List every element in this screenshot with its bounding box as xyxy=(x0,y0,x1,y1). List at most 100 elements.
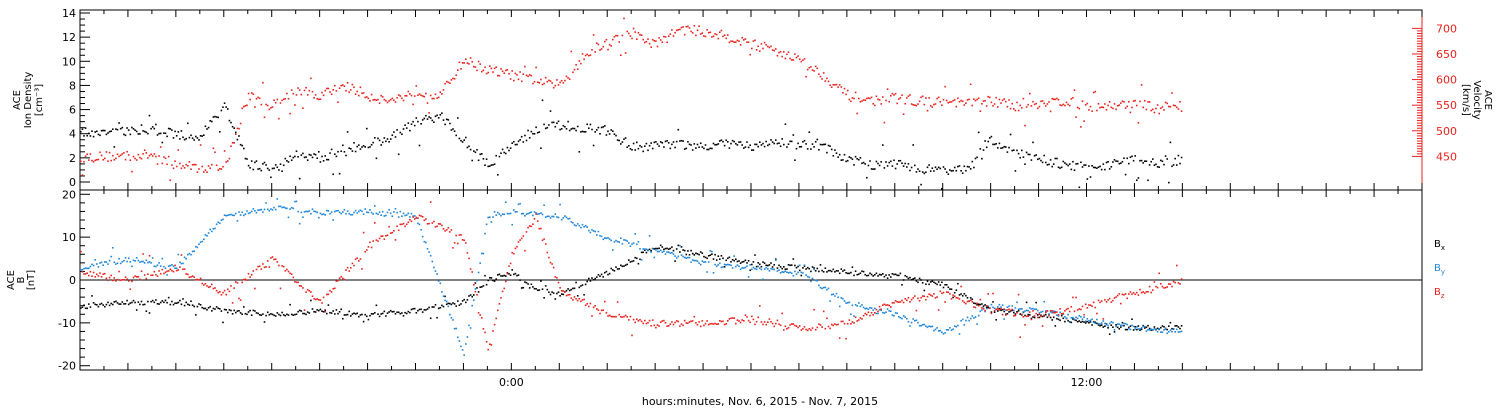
bz-point xyxy=(439,223,442,225)
bz-point xyxy=(525,231,528,233)
bz-point xyxy=(473,284,475,286)
bz-point xyxy=(907,297,910,299)
velocity-point xyxy=(1128,100,1130,103)
density-point xyxy=(525,139,528,142)
density-point xyxy=(846,159,849,162)
bz-point xyxy=(533,218,536,220)
bx-point xyxy=(773,264,775,266)
bz-point xyxy=(596,308,598,310)
by-point xyxy=(893,315,895,317)
density-point xyxy=(487,165,489,168)
by-point xyxy=(297,210,299,213)
velocity-point xyxy=(1076,106,1079,109)
bz-point xyxy=(730,317,732,320)
bx-point xyxy=(182,298,184,300)
by-point xyxy=(899,316,902,319)
density-point xyxy=(816,138,819,141)
bx-point xyxy=(600,273,603,276)
velocity-point xyxy=(84,155,87,157)
bx-point xyxy=(1035,301,1037,304)
velocity-point xyxy=(92,160,95,163)
density-point xyxy=(544,127,547,130)
density-point xyxy=(137,133,140,135)
bz-point xyxy=(394,239,397,241)
velocity-point xyxy=(704,35,707,38)
velocity-point xyxy=(661,41,664,43)
bz-point xyxy=(861,318,863,320)
velocity-axis-label-line: Velocity xyxy=(1471,80,1482,119)
density-point xyxy=(811,143,814,145)
by-point xyxy=(1000,306,1002,308)
by-point xyxy=(214,227,216,230)
density-point xyxy=(1179,162,1181,165)
density-point xyxy=(354,150,357,153)
bz-point xyxy=(316,298,318,300)
by-point xyxy=(778,269,780,271)
velocity-point xyxy=(824,80,827,82)
density-point xyxy=(830,148,833,151)
bz-point xyxy=(714,322,716,325)
bz-point xyxy=(759,305,761,307)
by-point xyxy=(802,272,804,274)
bx-point xyxy=(781,267,783,270)
density-point xyxy=(223,102,226,104)
bz-point xyxy=(610,315,612,318)
density-point xyxy=(939,167,942,170)
density-point xyxy=(933,170,935,172)
density-point xyxy=(444,123,446,126)
velocity-point xyxy=(158,155,160,157)
velocity-point xyxy=(977,97,980,100)
bx-point xyxy=(776,267,779,269)
bx-point xyxy=(313,310,315,313)
bx-point xyxy=(338,311,341,313)
by-point xyxy=(818,284,820,287)
bz-point xyxy=(266,260,269,262)
density-point xyxy=(1013,149,1015,151)
by-point xyxy=(554,213,557,215)
density-point xyxy=(201,135,203,137)
by-point xyxy=(998,303,1001,306)
velocity-point xyxy=(167,155,170,158)
by-point xyxy=(560,218,563,221)
bz-point xyxy=(274,258,277,261)
bz-point xyxy=(1075,296,1077,299)
density-point xyxy=(124,134,127,137)
bx-point xyxy=(1056,317,1058,320)
by-point xyxy=(528,212,531,214)
velocity-point xyxy=(209,167,211,169)
bz-point xyxy=(790,323,793,325)
bx-point xyxy=(404,311,406,314)
bz-point xyxy=(126,278,128,280)
bz-point xyxy=(161,268,164,271)
bx-point xyxy=(284,314,287,317)
bz-point xyxy=(696,323,699,326)
velocity-point xyxy=(211,163,213,166)
velocity-point xyxy=(953,99,956,101)
bz-point xyxy=(231,302,234,304)
bz-point xyxy=(813,308,815,311)
bx-point xyxy=(417,309,419,312)
velocity-point xyxy=(1100,106,1103,108)
velocity-point xyxy=(449,82,451,84)
velocity-point xyxy=(659,39,662,41)
by-point xyxy=(172,265,175,268)
density-point xyxy=(1070,168,1073,171)
bx-point xyxy=(110,302,112,305)
bz-point xyxy=(246,279,248,281)
velocity-point xyxy=(1033,103,1036,106)
bz-point xyxy=(864,312,866,315)
bx-point xyxy=(340,308,342,311)
bx-point xyxy=(257,312,259,315)
density-point xyxy=(1128,162,1130,165)
density-point xyxy=(759,141,761,143)
density-point xyxy=(1037,158,1039,161)
by-point xyxy=(180,262,183,265)
by-point xyxy=(385,214,387,217)
bx-point xyxy=(1001,308,1004,311)
by-point xyxy=(813,268,815,271)
by-point xyxy=(810,280,812,283)
bz-point xyxy=(96,273,98,276)
velocity-point xyxy=(567,77,569,79)
velocity-point xyxy=(696,29,699,32)
by-point xyxy=(1140,327,1143,329)
